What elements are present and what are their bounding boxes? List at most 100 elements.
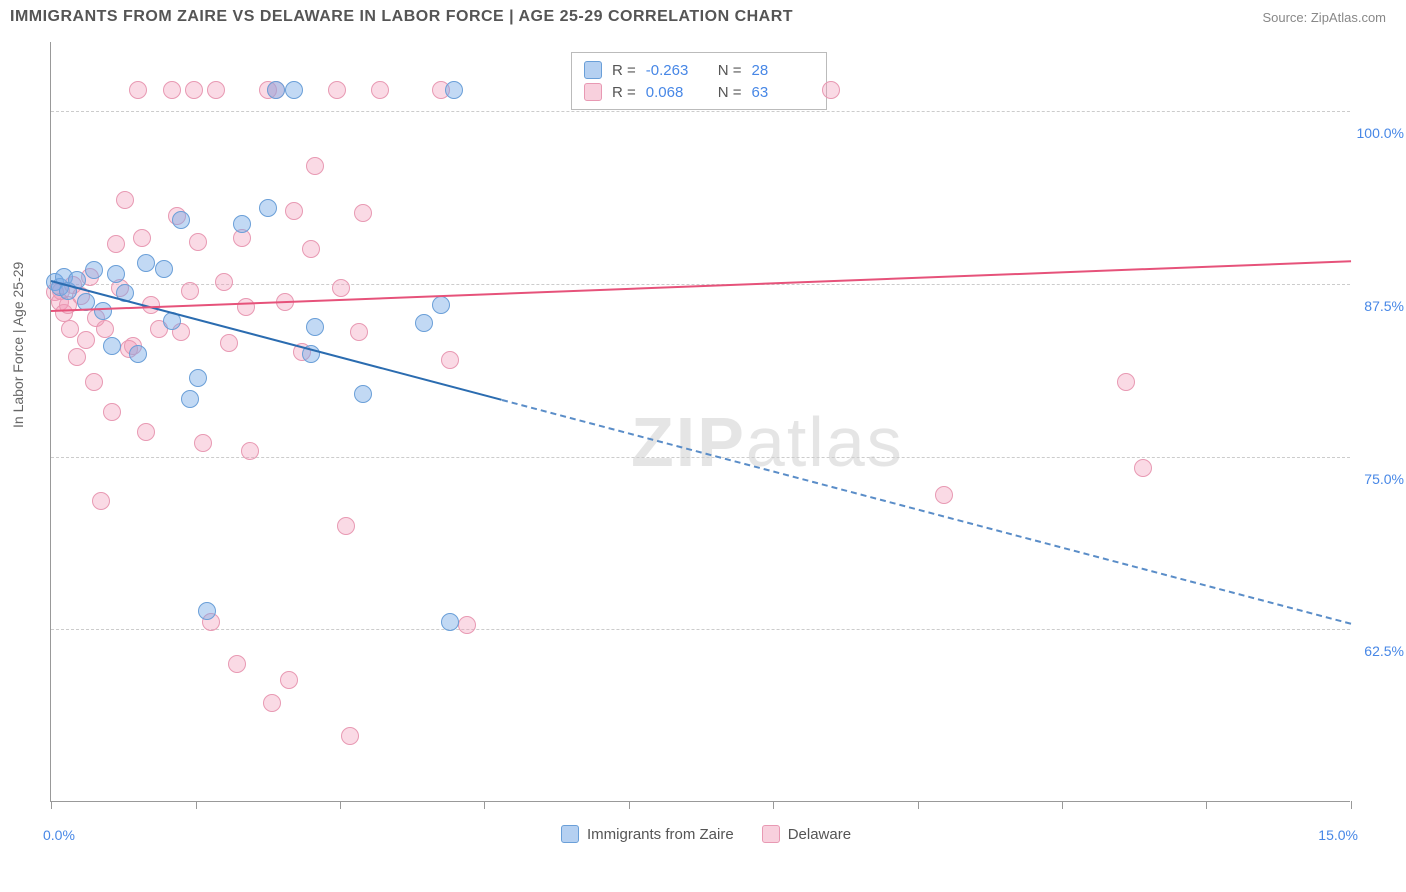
legend-item-blue: Immigrants from Zaire xyxy=(561,825,734,843)
data-point xyxy=(77,331,95,349)
legend-r-label: R = xyxy=(612,62,636,79)
data-point xyxy=(280,671,298,689)
data-point xyxy=(354,204,372,222)
data-point xyxy=(241,442,259,460)
data-point xyxy=(85,373,103,391)
data-point xyxy=(189,369,207,387)
legend-blue-n: 28 xyxy=(752,62,814,79)
y-tick-label: 100.0% xyxy=(1357,125,1404,141)
legend-item-pink: Delaware xyxy=(762,825,851,843)
data-point xyxy=(267,81,285,99)
data-point xyxy=(181,282,199,300)
data-point xyxy=(133,229,151,247)
data-point xyxy=(237,298,255,316)
data-point xyxy=(129,345,147,363)
x-tick xyxy=(629,801,630,809)
data-point xyxy=(285,81,303,99)
data-point xyxy=(285,202,303,220)
x-tick xyxy=(918,801,919,809)
data-point xyxy=(189,233,207,251)
trend-line xyxy=(51,260,1351,312)
correlation-legend: R = -0.263 N = 28 R = 0.068 N = 63 xyxy=(571,52,827,110)
data-point xyxy=(163,81,181,99)
data-point xyxy=(1117,373,1135,391)
legend-row-pink: R = 0.068 N = 63 xyxy=(584,81,814,103)
chart-source: Source: ZipAtlas.com xyxy=(1262,10,1386,25)
x-tick xyxy=(1062,801,1063,809)
data-point xyxy=(129,81,147,99)
data-point xyxy=(194,434,212,452)
legend-swatch-blue xyxy=(561,825,579,843)
data-point xyxy=(415,314,433,332)
x-tick xyxy=(196,801,197,809)
data-point xyxy=(172,211,190,229)
data-point xyxy=(107,265,125,283)
x-tick xyxy=(773,801,774,809)
data-point xyxy=(103,403,121,421)
data-point xyxy=(306,318,324,336)
x-axis-max-label: 15.0% xyxy=(1318,827,1358,843)
data-point xyxy=(92,492,110,510)
legend-swatch-pink xyxy=(584,83,602,101)
legend-swatch-pink xyxy=(762,825,780,843)
chart-title: IMMIGRANTS FROM ZAIRE VS DELAWARE IN LAB… xyxy=(10,8,793,26)
data-point xyxy=(96,320,114,338)
legend-label-pink: Delaware xyxy=(788,826,851,843)
data-point xyxy=(68,348,86,366)
data-point xyxy=(61,320,79,338)
data-point xyxy=(445,81,463,99)
series-legend: Immigrants from Zaire Delaware xyxy=(561,825,851,843)
data-point xyxy=(207,81,225,99)
watermark-bold: ZIP xyxy=(631,403,746,481)
data-point xyxy=(220,334,238,352)
data-point xyxy=(302,240,320,258)
scatter-plot-area: R = -0.263 N = 28 R = 0.068 N = 63 ZIPat… xyxy=(50,42,1350,802)
data-point xyxy=(822,81,840,99)
data-point xyxy=(85,261,103,279)
legend-pink-r: 0.068 xyxy=(646,84,708,101)
chart-header: IMMIGRANTS FROM ZAIRE VS DELAWARE IN LAB… xyxy=(0,0,1406,34)
y-tick-label: 62.5% xyxy=(1364,643,1404,659)
data-point xyxy=(185,81,203,99)
data-point xyxy=(354,385,372,403)
data-point xyxy=(228,655,246,673)
data-point xyxy=(935,486,953,504)
data-point xyxy=(337,517,355,535)
legend-swatch-blue xyxy=(584,61,602,79)
legend-n-label: N = xyxy=(718,84,742,101)
y-axis-title: In Labor Force | Age 25-29 xyxy=(10,262,26,428)
data-point xyxy=(198,602,216,620)
x-tick xyxy=(340,801,341,809)
legend-row-blue: R = -0.263 N = 28 xyxy=(584,59,814,81)
legend-r-label: R = xyxy=(612,84,636,101)
legend-label-blue: Immigrants from Zaire xyxy=(587,826,734,843)
data-point xyxy=(215,273,233,291)
data-point xyxy=(137,254,155,272)
data-point xyxy=(137,423,155,441)
x-tick xyxy=(1351,801,1352,809)
legend-n-label: N = xyxy=(718,62,742,79)
data-point xyxy=(441,351,459,369)
x-axis-min-label: 0.0% xyxy=(43,827,75,843)
data-point xyxy=(441,613,459,631)
x-tick xyxy=(1206,801,1207,809)
legend-blue-r: -0.263 xyxy=(646,62,708,79)
data-point xyxy=(94,302,112,320)
data-point xyxy=(371,81,389,99)
data-point xyxy=(233,215,251,233)
data-point xyxy=(263,694,281,712)
data-point xyxy=(181,390,199,408)
data-point xyxy=(107,235,125,253)
data-point xyxy=(328,81,346,99)
data-point xyxy=(103,337,121,355)
data-point xyxy=(1134,459,1152,477)
legend-pink-n: 63 xyxy=(752,84,814,101)
y-tick-label: 75.0% xyxy=(1364,471,1404,487)
x-tick xyxy=(51,801,52,809)
gridline xyxy=(51,629,1350,630)
data-point xyxy=(155,260,173,278)
y-tick-label: 87.5% xyxy=(1364,298,1404,314)
data-point xyxy=(116,191,134,209)
gridline xyxy=(51,111,1350,112)
data-point xyxy=(259,199,277,217)
